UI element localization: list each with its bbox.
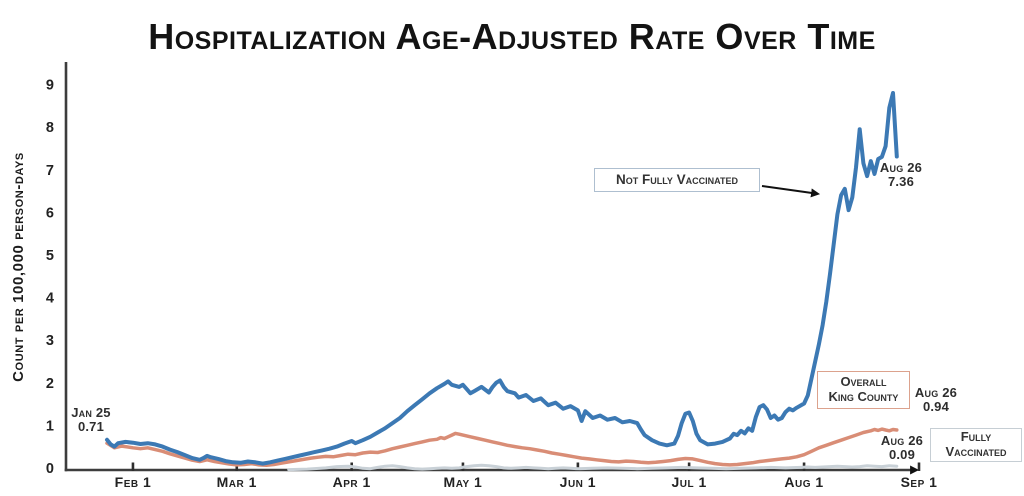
y-tick-label: 0 bbox=[46, 461, 54, 477]
x-tick-label: Aug 1 bbox=[784, 474, 823, 490]
fully-vaccinated-label-line1: Fully bbox=[960, 429, 992, 445]
overall-king-county-label-line2: King County bbox=[828, 389, 899, 404]
overall-king-county-end-annotation: Aug 26 0.94 bbox=[911, 385, 961, 415]
not-fully-vaccinated-label-box: Not Fully Vaccinated bbox=[594, 168, 760, 192]
x-tick-label: May 1 bbox=[444, 474, 483, 490]
x-tick-label: Jun 1 bbox=[560, 474, 596, 490]
fv-end-value: 0.09 bbox=[888, 447, 916, 463]
nfv-end-value: 7.36 bbox=[887, 174, 915, 190]
y-tick-label: 7 bbox=[46, 163, 54, 179]
fv-end-date: Aug 26 bbox=[880, 433, 924, 448]
not-fully-vaccinated-label: Not Fully Vaccinated bbox=[615, 172, 738, 188]
x-tick-label: Jul 1 bbox=[671, 474, 706, 490]
okc-end-date: Aug 26 bbox=[914, 385, 958, 400]
not-fully-vaccinated-end-annotation: Aug 26 7.36 bbox=[872, 160, 930, 190]
y-tick-label: 1 bbox=[46, 418, 54, 434]
x-tick-label: Mar 1 bbox=[217, 474, 257, 490]
y-tick-label: 2 bbox=[46, 376, 54, 392]
start-point-annotation: Jan 25 0.71 bbox=[62, 405, 120, 435]
y-axis-title: Count per 100,000 person-days bbox=[10, 152, 27, 382]
x-tick-label: Apr 1 bbox=[333, 474, 371, 490]
y-tick-label: 3 bbox=[46, 333, 54, 349]
fully-vaccinated-label-line2: Vaccinated bbox=[945, 444, 1007, 459]
series-line-not-fully-vaccinated bbox=[105, 91, 899, 466]
annotation-arrow bbox=[761, 185, 821, 198]
y-tick-label: 9 bbox=[46, 78, 54, 94]
fully-vaccinated-label-box: Fully Vaccinated bbox=[930, 428, 1022, 462]
y-tick-label: 6 bbox=[46, 205, 54, 221]
start-point-value: 0.71 bbox=[77, 419, 105, 435]
y-tick-label: 5 bbox=[46, 248, 54, 264]
series-line-fully-vaccinated bbox=[287, 463, 899, 472]
y-tick-label: 8 bbox=[46, 120, 54, 136]
x-tick-label: Sep 1 bbox=[901, 474, 938, 490]
okc-end-value: 0.94 bbox=[922, 399, 950, 415]
overall-king-county-label-box: Overall King County bbox=[817, 371, 910, 409]
fully-vaccinated-end-annotation: Aug 26 0.09 bbox=[878, 433, 926, 463]
overall-king-county-label-line1: Overall bbox=[840, 374, 887, 390]
nfv-end-date: Aug 26 bbox=[879, 160, 923, 175]
x-tick-label: Feb 1 bbox=[115, 474, 152, 490]
start-point-date: Jan 25 bbox=[71, 405, 111, 420]
y-tick-label: 4 bbox=[46, 291, 54, 307]
chart-title: Hospitalization Age-Adjusted Rate Over T… bbox=[148, 16, 876, 57]
